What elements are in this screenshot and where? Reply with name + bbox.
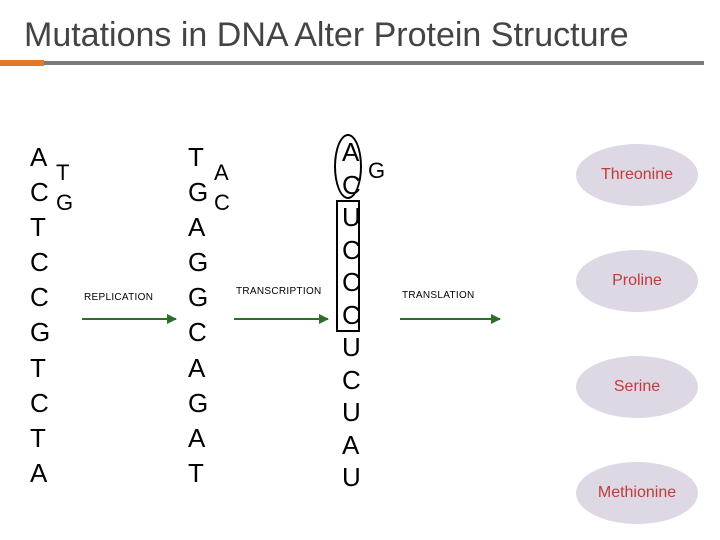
base: T	[30, 210, 50, 245]
page-title: Mutations in DNA Alter Protein Structure	[24, 16, 704, 55]
protein-proline: Proline	[576, 250, 698, 312]
base: G	[188, 386, 208, 421]
base: C	[342, 364, 361, 397]
codon-outline-1	[334, 134, 362, 199]
base: T	[56, 158, 73, 188]
base: A	[30, 140, 50, 175]
base: G	[188, 280, 208, 315]
base: G	[188, 245, 208, 280]
base: C	[30, 280, 50, 315]
dna-template-strand: A C T C C G T C T A	[30, 140, 50, 491]
base: T	[188, 140, 208, 175]
protein-methionine: Methionine	[576, 462, 698, 524]
base: U	[342, 461, 361, 494]
label-translation: TRANSLATION	[402, 290, 492, 301]
base: C	[30, 245, 50, 280]
base: T	[30, 351, 50, 386]
base: A	[30, 456, 50, 491]
dna-new-strand: T G A G G C A G A T	[188, 140, 208, 491]
rna-insert: G	[368, 156, 385, 186]
base: G	[368, 156, 385, 186]
protein-serine: Serine	[576, 356, 698, 418]
codon-outline-box	[336, 200, 360, 332]
base: C	[30, 386, 50, 421]
protein-list: Threonine Proline Serine Methionine	[576, 144, 698, 524]
dna-template-insert: T G	[56, 158, 73, 217]
label-transcription: TRANSCRIPTION	[236, 286, 316, 297]
base: A	[214, 158, 230, 188]
title-block: Mutations in DNA Alter Protein Structure	[24, 16, 704, 65]
base: C	[30, 175, 50, 210]
base: A	[342, 429, 361, 462]
diagram-stage: A C T C C G T C T A T G REPLICATION T G …	[24, 140, 708, 520]
base: C	[214, 188, 230, 218]
base: G	[30, 315, 50, 350]
label-replication: REPLICATION	[84, 292, 156, 303]
base: G	[56, 188, 73, 218]
base: A	[188, 210, 208, 245]
arrow-transcription	[234, 318, 328, 320]
base: T	[30, 421, 50, 456]
base: U	[342, 396, 361, 429]
title-underline	[24, 61, 704, 65]
base: T	[188, 456, 208, 491]
base: U	[342, 331, 361, 364]
base: G	[188, 175, 208, 210]
arrow-translation	[400, 318, 500, 320]
base: A	[188, 421, 208, 456]
base: C	[188, 315, 208, 350]
dna-new-insert: A C	[214, 158, 230, 217]
base: A	[188, 351, 208, 386]
arrow-replication	[82, 318, 176, 320]
protein-threonine: Threonine	[576, 144, 698, 206]
